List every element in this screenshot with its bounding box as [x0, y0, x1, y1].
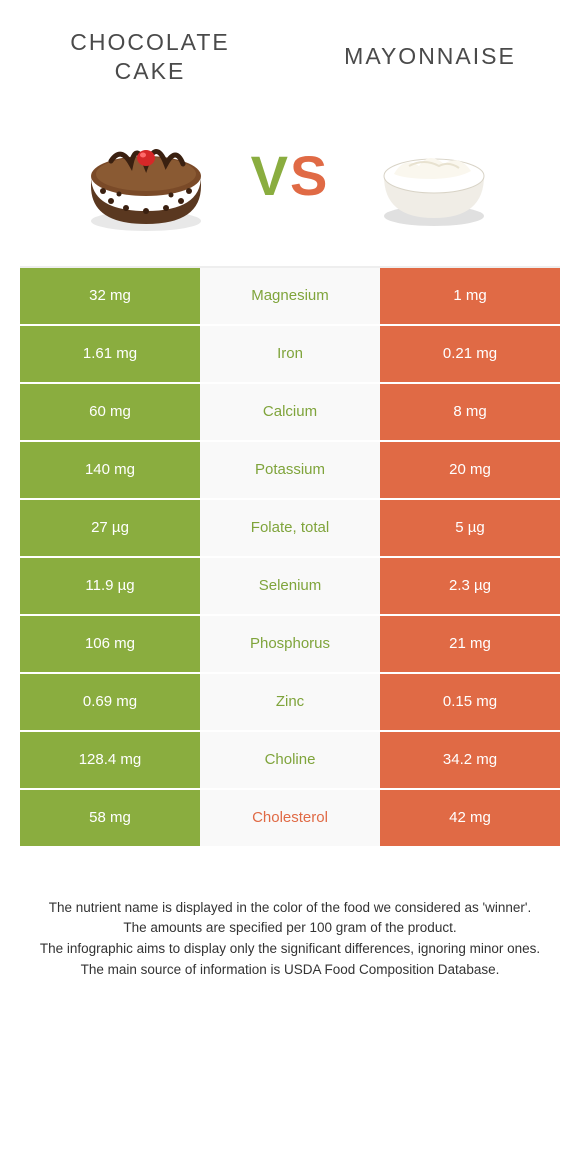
- left-value: 140 mg: [20, 442, 200, 498]
- footer-line-4: The main source of information is USDA F…: [35, 960, 545, 981]
- table-row: 0.69 mgZinc0.15 mg: [20, 674, 560, 732]
- left-value: 60 mg: [20, 384, 200, 440]
- table-row: 32 mgMagnesium1 mg: [20, 268, 560, 326]
- footer-line-3: The infographic aims to display only the…: [35, 939, 545, 960]
- vs-row: VS: [0, 96, 580, 266]
- table-row: 106 mgPhosphorus21 mg: [20, 616, 560, 674]
- footer-notes: The nutrient name is displayed in the co…: [0, 848, 580, 982]
- left-value: 27 µg: [20, 500, 200, 556]
- nutrient-name: Calcium: [200, 384, 380, 440]
- footer-line-1: The nutrient name is displayed in the co…: [35, 898, 545, 919]
- right-value: 1 mg: [380, 268, 560, 324]
- table-row: 11.9 µgSelenium2.3 µg: [20, 558, 560, 616]
- mayonnaise-icon: [359, 116, 509, 236]
- nutrient-name: Phosphorus: [200, 616, 380, 672]
- right-value: 20 mg: [380, 442, 560, 498]
- right-value: 0.21 mg: [380, 326, 560, 382]
- right-value: 2.3 µg: [380, 558, 560, 614]
- right-value: 42 mg: [380, 790, 560, 846]
- right-value: 21 mg: [380, 616, 560, 672]
- title-chocolate-cake: CHOCOLATE CAKE: [50, 28, 250, 86]
- table-row: 128.4 mgCholine34.2 mg: [20, 732, 560, 790]
- left-value: 106 mg: [20, 616, 200, 672]
- nutrient-name: Iron: [200, 326, 380, 382]
- chocolate-cake-icon: [71, 116, 221, 236]
- vs-v: V: [251, 144, 290, 207]
- table-row: 27 µgFolate, total5 µg: [20, 500, 560, 558]
- nutrient-name: Choline: [200, 732, 380, 788]
- vs-s: S: [290, 144, 329, 207]
- right-value: 34.2 mg: [380, 732, 560, 788]
- header: CHOCOLATE CAKE MAYONNAISE: [0, 0, 580, 96]
- nutrient-name: Folate, total: [200, 500, 380, 556]
- right-value: 0.15 mg: [380, 674, 560, 730]
- nutrient-table: 32 mgMagnesium1 mg1.61 mgIron0.21 mg60 m…: [20, 266, 560, 848]
- table-row: 1.61 mgIron0.21 mg: [20, 326, 560, 384]
- left-value: 58 mg: [20, 790, 200, 846]
- left-value: 11.9 µg: [20, 558, 200, 614]
- nutrient-name: Selenium: [200, 558, 380, 614]
- table-row: 60 mgCalcium8 mg: [20, 384, 560, 442]
- nutrient-name: Zinc: [200, 674, 380, 730]
- nutrient-name: Magnesium: [200, 268, 380, 324]
- table-row: 140 mgPotassium20 mg: [20, 442, 560, 500]
- right-value: 5 µg: [380, 500, 560, 556]
- vs-label: VS: [251, 143, 330, 208]
- right-value: 8 mg: [380, 384, 560, 440]
- left-value: 0.69 mg: [20, 674, 200, 730]
- left-value: 1.61 mg: [20, 326, 200, 382]
- title-mayonnaise: MAYONNAISE: [330, 42, 530, 71]
- footer-line-2: The amounts are specified per 100 gram o…: [35, 918, 545, 939]
- table-row: 58 mgCholesterol42 mg: [20, 790, 560, 848]
- left-value: 128.4 mg: [20, 732, 200, 788]
- nutrient-name: Potassium: [200, 442, 380, 498]
- nutrient-name: Cholesterol: [200, 790, 380, 846]
- left-value: 32 mg: [20, 268, 200, 324]
